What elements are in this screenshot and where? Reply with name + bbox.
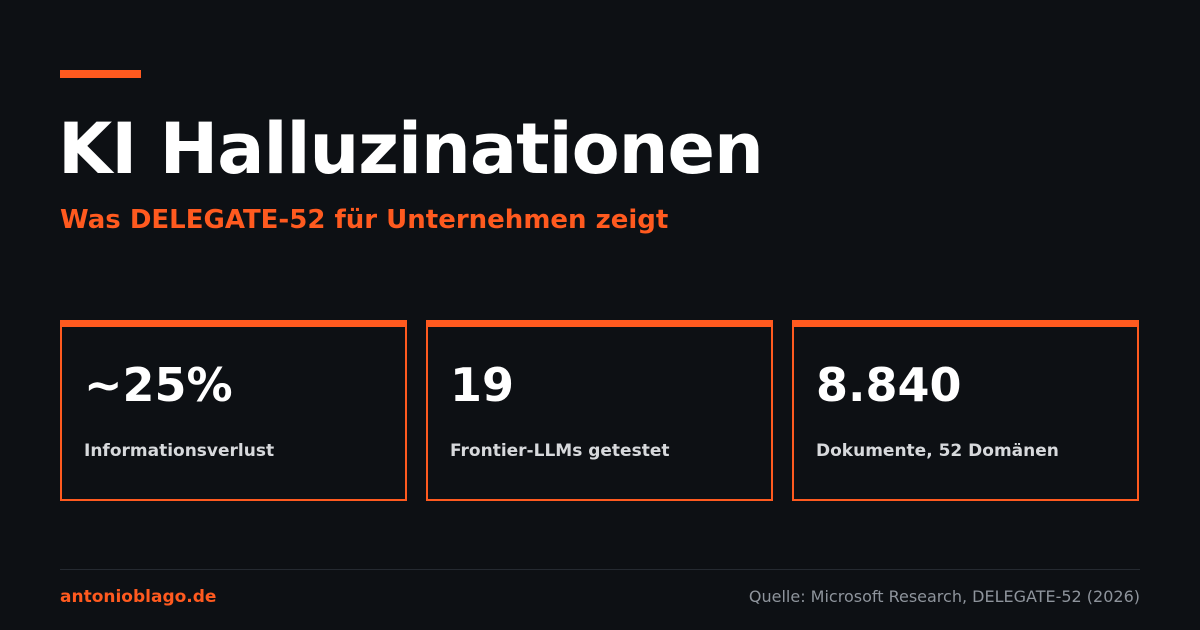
stat-value: ~25% <box>84 358 233 412</box>
stat-value: 19 <box>450 358 515 412</box>
accent-bar <box>60 70 141 78</box>
stat-card-documents: 8.840 Dokumente, 52 Domänen <box>792 320 1139 501</box>
footer-divider <box>60 569 1140 570</box>
stat-label: Informationsverlust <box>84 441 275 461</box>
stats-row: ~25% Informationsverlust 19 Frontier-LLM… <box>60 320 1140 501</box>
stat-card-llms-tested: 19 Frontier-LLMs getestet <box>426 320 773 501</box>
stat-label: Dokumente, 52 Domänen <box>816 441 1059 461</box>
stat-label: Frontier-LLMs getestet <box>450 441 670 461</box>
stat-card-information-loss: ~25% Informationsverlust <box>60 320 407 501</box>
source-citation: Quelle: Microsoft Research, DELEGATE-52 … <box>748 587 1140 606</box>
stat-value: 8.840 <box>816 358 962 412</box>
site-link[interactable]: antonioblago.de <box>60 587 217 607</box>
page-title: KI Halluzinationen <box>58 108 764 190</box>
page-subtitle: Was DELEGATE-52 für Unternehmen zeigt <box>60 205 669 235</box>
